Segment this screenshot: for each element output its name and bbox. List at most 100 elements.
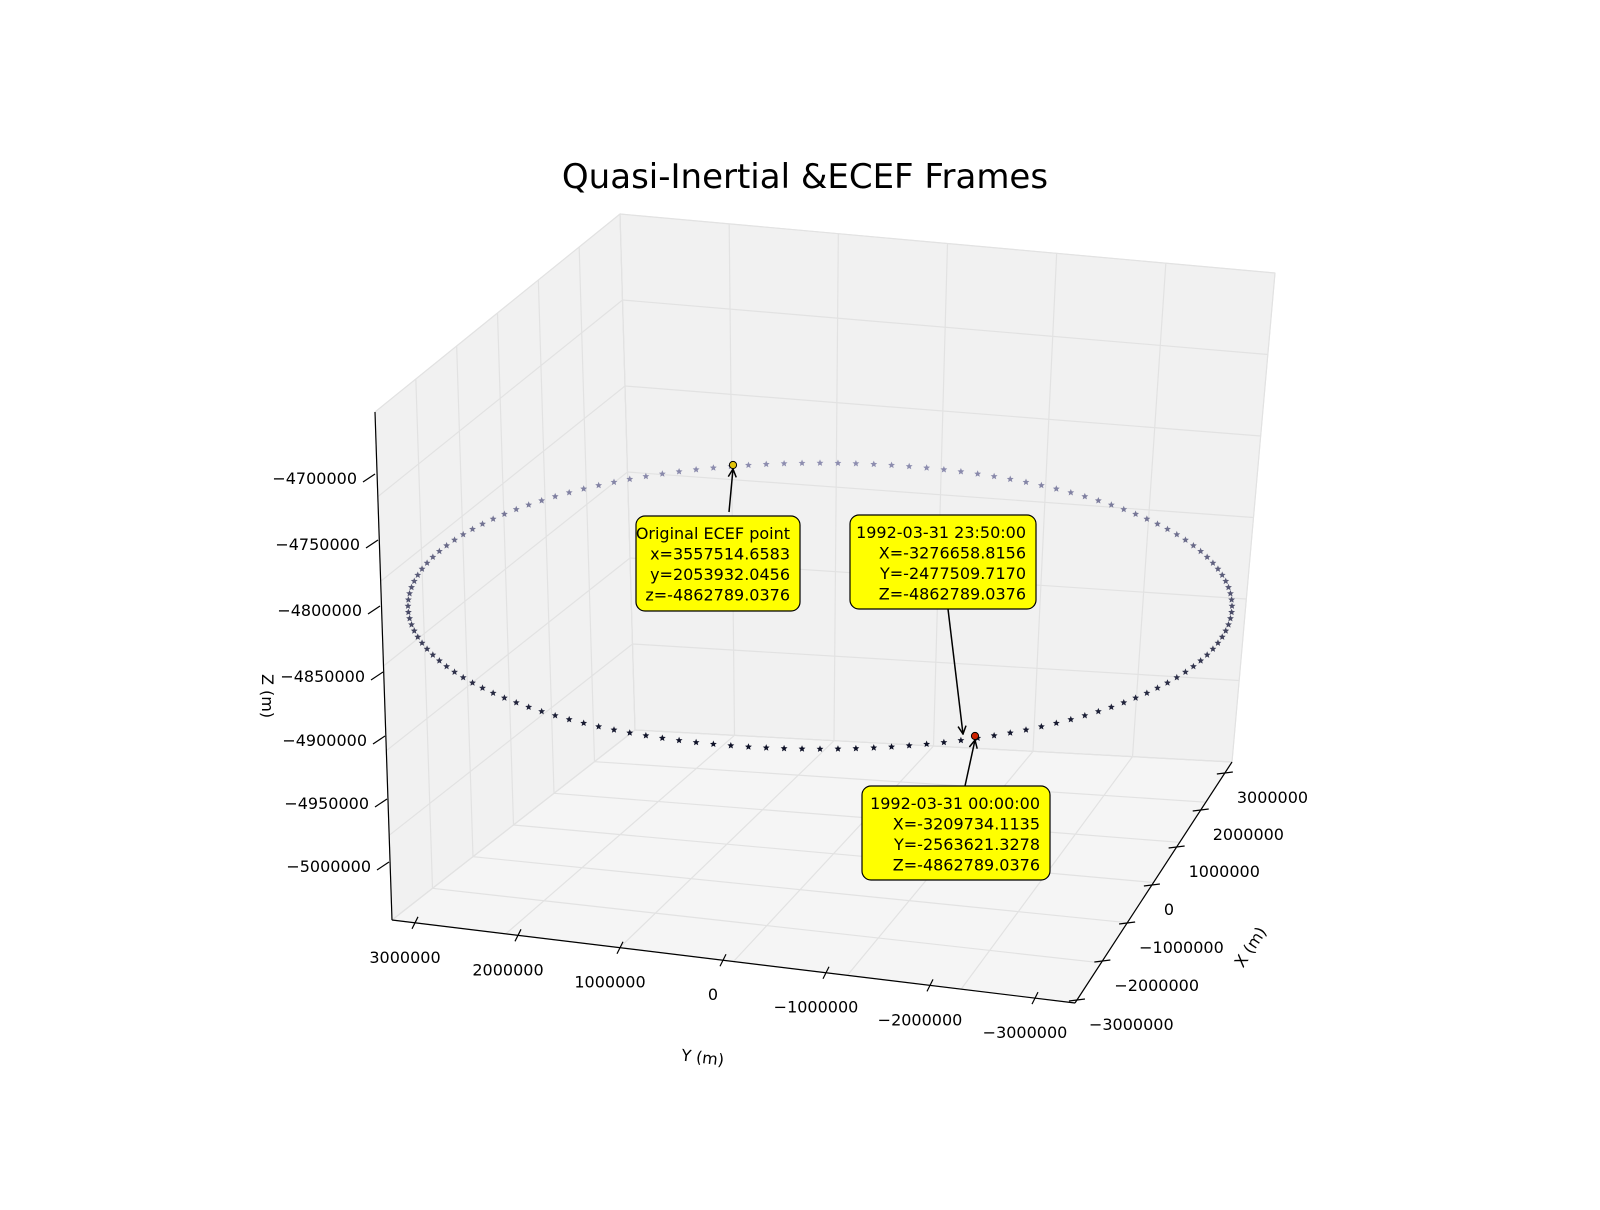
orbit-star (443, 541, 451, 549)
y-tick-mark (616, 941, 624, 954)
orbit-star (595, 481, 603, 489)
orbit-star (798, 459, 806, 467)
y-tick-label: 3000000 (369, 948, 440, 967)
orbit-star (451, 668, 458, 675)
orbit-star (990, 472, 998, 480)
y-axis-line (391, 919, 1076, 1004)
z-axis-label: Z (m) (258, 674, 277, 718)
orbit-star (500, 694, 508, 701)
orbit-star (1209, 559, 1217, 566)
orbit-star (816, 459, 824, 466)
x-axis-label: X (m) (1230, 923, 1270, 970)
grid-y-wall-line (619, 213, 636, 731)
orbit-star (1203, 553, 1211, 560)
orbit-star (1120, 505, 1128, 513)
z-tick-mark (370, 671, 384, 681)
y-tick-label: 1000000 (574, 973, 645, 992)
orbit-star (1209, 645, 1217, 652)
orbit-star (940, 466, 948, 473)
x-axis-ticks: −3000000 −2000000 −1000000 0 1000000 2000000 3… (1068, 771, 1308, 1034)
y-axis-label: Y (m) (679, 1045, 725, 1069)
orbit-star (1222, 627, 1230, 634)
orbit-star (1228, 602, 1236, 609)
orbit-star (538, 707, 546, 715)
orbit-star (1164, 525, 1171, 533)
orbit-star (580, 719, 588, 727)
orbit-star (974, 470, 982, 477)
orbit-star (429, 651, 437, 658)
orbit-star (414, 633, 422, 640)
orbit-star (404, 602, 412, 609)
orbit-star (1182, 536, 1189, 543)
y-tick-mark (514, 929, 522, 942)
z-tick-label: −5000000 (286, 857, 371, 876)
orbit-star (852, 459, 860, 467)
x-tick-mark (1119, 921, 1136, 925)
annotation-original-ecef-line: Original ECEF point (636, 524, 790, 543)
orbit-star (469, 679, 476, 686)
orbit-star (610, 726, 618, 733)
orbit-star (489, 689, 497, 696)
orbit-star (905, 462, 913, 470)
z-tick-mark (367, 605, 381, 615)
x-tick-mark (1094, 959, 1111, 963)
y-tick-mark (1031, 991, 1039, 1005)
orbit-star (479, 684, 486, 691)
annotation-end-time-arrow (947, 608, 963, 734)
orbit-star (780, 744, 788, 752)
orbit-star (1143, 689, 1151, 696)
z-tick-mark (372, 735, 386, 745)
x-tick-label: 2000000 (1213, 825, 1284, 844)
z-tick-mark (374, 798, 388, 808)
z-tick-label: −4900000 (282, 731, 367, 750)
start-point (970, 731, 980, 741)
x-tick-mark (1192, 808, 1209, 812)
annotation-start-time-arrow (964, 740, 975, 787)
orbit-star (1022, 478, 1030, 486)
orbit-star (1107, 501, 1115, 508)
y-tick-label: −2000000 (878, 1010, 963, 1029)
pane-back-wall (619, 213, 1276, 763)
orbit-star (798, 745, 806, 752)
orbit-star (780, 459, 788, 467)
orbit-star (1022, 726, 1030, 733)
orbit-star (1164, 679, 1171, 686)
orbit-star (692, 738, 700, 746)
grid-x-floor-line (594, 761, 1206, 803)
orbit-star (1222, 577, 1230, 585)
orbit-star (525, 703, 533, 711)
y-axis-ticks: 3000000 2000000 1000000 0 −1000000 −2000000 −3… (369, 916, 1067, 1042)
orbit-star (404, 596, 412, 603)
orbit-star (423, 645, 431, 652)
orbit-star (1227, 614, 1234, 622)
orbit-star (429, 553, 437, 560)
x-tick-mark (1068, 998, 1086, 1002)
orbit-star (816, 745, 824, 752)
orbit-star (610, 478, 618, 486)
grid-y-wall-line (578, 246, 596, 762)
annotations: Original ECEF point x=3557514.6583y=20539… (635, 469, 1051, 881)
original-ecef-point (728, 460, 738, 470)
z-tick-label: −4800000 (277, 601, 362, 620)
orbit-star (435, 657, 443, 664)
orbit-star (888, 461, 895, 469)
orbit-star (459, 673, 467, 681)
orbit-star (1132, 510, 1140, 517)
orbit-star (957, 736, 965, 744)
orbit-star (408, 621, 415, 628)
annotation-original-ecef-box (635, 515, 801, 612)
annotation-end-time-line: Y=-2477509.7170 (879, 564, 1026, 583)
orbit-star (512, 505, 520, 513)
orbit-star (1052, 485, 1060, 492)
orbit-star (469, 525, 476, 533)
orbit-star (923, 464, 931, 471)
x-tick-label: −3000000 (1089, 1015, 1174, 1034)
y-tick-mark (411, 916, 419, 930)
orbit-star (1218, 571, 1226, 578)
orbit-star (1189, 662, 1197, 670)
orbit-star (675, 736, 683, 744)
orbit-star (1218, 633, 1226, 640)
orbit-star (658, 734, 666, 742)
orbit-star (1067, 715, 1075, 723)
orbit-star (834, 745, 842, 752)
